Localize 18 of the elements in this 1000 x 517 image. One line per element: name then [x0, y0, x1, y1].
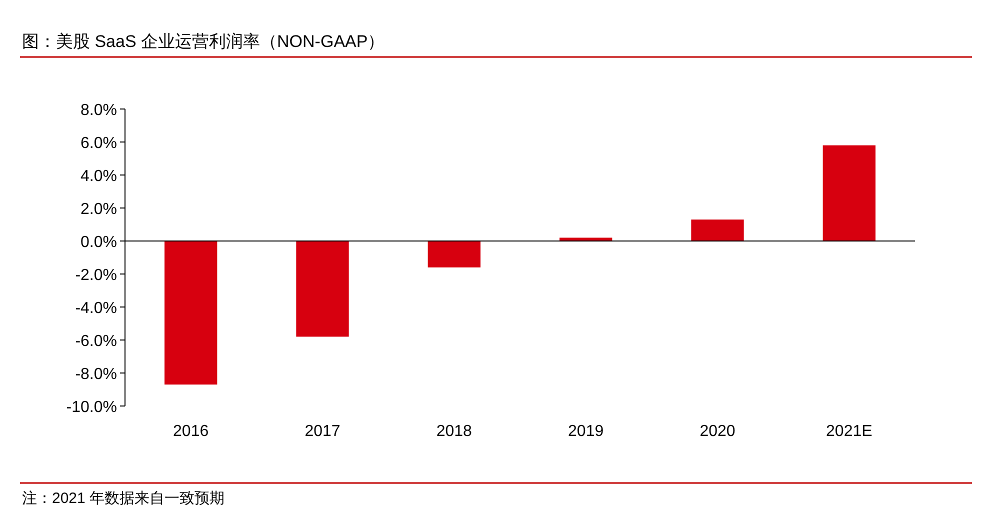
x-tick-label: 2021E	[826, 423, 872, 440]
x-tick-label: 2020	[700, 423, 736, 440]
y-tick-label: -8.0%	[75, 366, 117, 383]
y-tick-label: 2.0%	[80, 201, 117, 218]
title: 图：美股 SaaS 企业运营利润率（NON-GAAP）	[22, 32, 385, 51]
y-tick-label: -6.0%	[75, 333, 117, 350]
x-tick-label: 2018	[436, 423, 472, 440]
x-tick-label: 2017	[304, 423, 340, 440]
y-tick-label: -2.0%	[75, 267, 117, 284]
y-tick-label: -4.0%	[75, 300, 117, 317]
annotation: 注：2021 年数据来自一致预期	[22, 490, 225, 507]
x-tick-label: 2019	[568, 423, 604, 440]
x-tick-label: 2016	[173, 423, 209, 440]
y-tick-label: 4.0%	[80, 168, 117, 185]
y-tick-label: 8.0%	[80, 102, 117, 119]
y-tick-label: -10.0%	[66, 399, 117, 416]
y-tick-label: 6.0%	[80, 135, 117, 152]
y-tick-label: 0.0%	[80, 234, 117, 251]
